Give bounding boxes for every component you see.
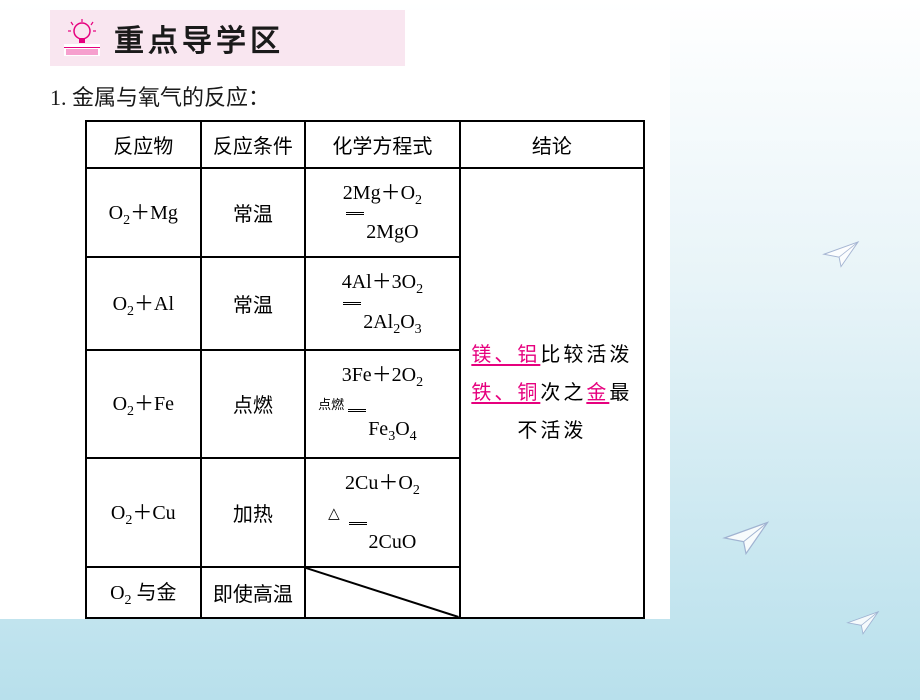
paper-plane-icon xyxy=(822,240,860,269)
table-row: O2＋Mg 常温 2Mg＋O2 2MgO 镁、铝比较活泼铁、铜次之金最不活泼 xyxy=(86,168,644,257)
header-conclusion: 结论 xyxy=(460,121,644,168)
paper-plane-icon xyxy=(722,520,770,556)
cell-condition: 加热 xyxy=(201,458,306,567)
cell-equation: 2Cu＋O2 △ 2CuO xyxy=(305,458,460,567)
cell-reactant: O2＋Al xyxy=(86,257,201,350)
cell-condition: 常温 xyxy=(201,257,306,350)
table-header-row: 反应物 反应条件 化学方程式 结论 xyxy=(86,121,644,168)
cell-equation: 2Mg＋O2 2MgO xyxy=(305,168,460,257)
cell-condition: 常温 xyxy=(201,168,306,257)
header-reactant: 反应物 xyxy=(86,121,201,168)
section-title: 1. 金属与氧气的反应： xyxy=(50,80,670,112)
cell-equation: 3Fe＋2O2 点燃 Fe3O4 xyxy=(305,350,460,458)
cell-reactant: O2＋Fe xyxy=(86,350,201,458)
paper-plane-icon xyxy=(846,610,880,636)
highlight-text: 镁、铝 xyxy=(471,344,540,366)
header-banner: 重点导学区 xyxy=(50,10,405,66)
cell-equation: 4Al＋3O2 2Al2O3 xyxy=(305,257,460,350)
cell-conclusion: 镁、铝比较活泼铁、铜次之金最不活泼 xyxy=(460,168,644,618)
cell-condition: 点燃 xyxy=(201,350,306,458)
header-equation: 化学方程式 xyxy=(305,121,460,168)
header-condition: 反应条件 xyxy=(201,121,306,168)
content-area: 重点导学区 1. 金属与氧气的反应： 反应物 反应条件 化学方程式 结论 O2＋… xyxy=(0,10,670,619)
reaction-table: 反应物 反应条件 化学方程式 结论 O2＋Mg 常温 2Mg＋O2 2MgO 镁… xyxy=(85,120,645,619)
banner-title: 重点导学区 xyxy=(114,16,284,60)
highlight-text: 铁、铜 xyxy=(471,382,540,404)
cell-equation-empty xyxy=(305,567,460,618)
highlight-text: 金 xyxy=(586,382,609,404)
cell-reactant: O2＋Cu xyxy=(86,458,201,567)
cell-reactant: O2 与金 xyxy=(86,567,201,618)
cell-reactant: O2＋Mg xyxy=(86,168,201,257)
lightbulb-icon xyxy=(62,18,102,58)
section-number: 1. xyxy=(50,85,67,110)
cell-condition: 即使高温 xyxy=(201,567,306,618)
section-text: 金属与氧气的反应： xyxy=(72,85,270,110)
